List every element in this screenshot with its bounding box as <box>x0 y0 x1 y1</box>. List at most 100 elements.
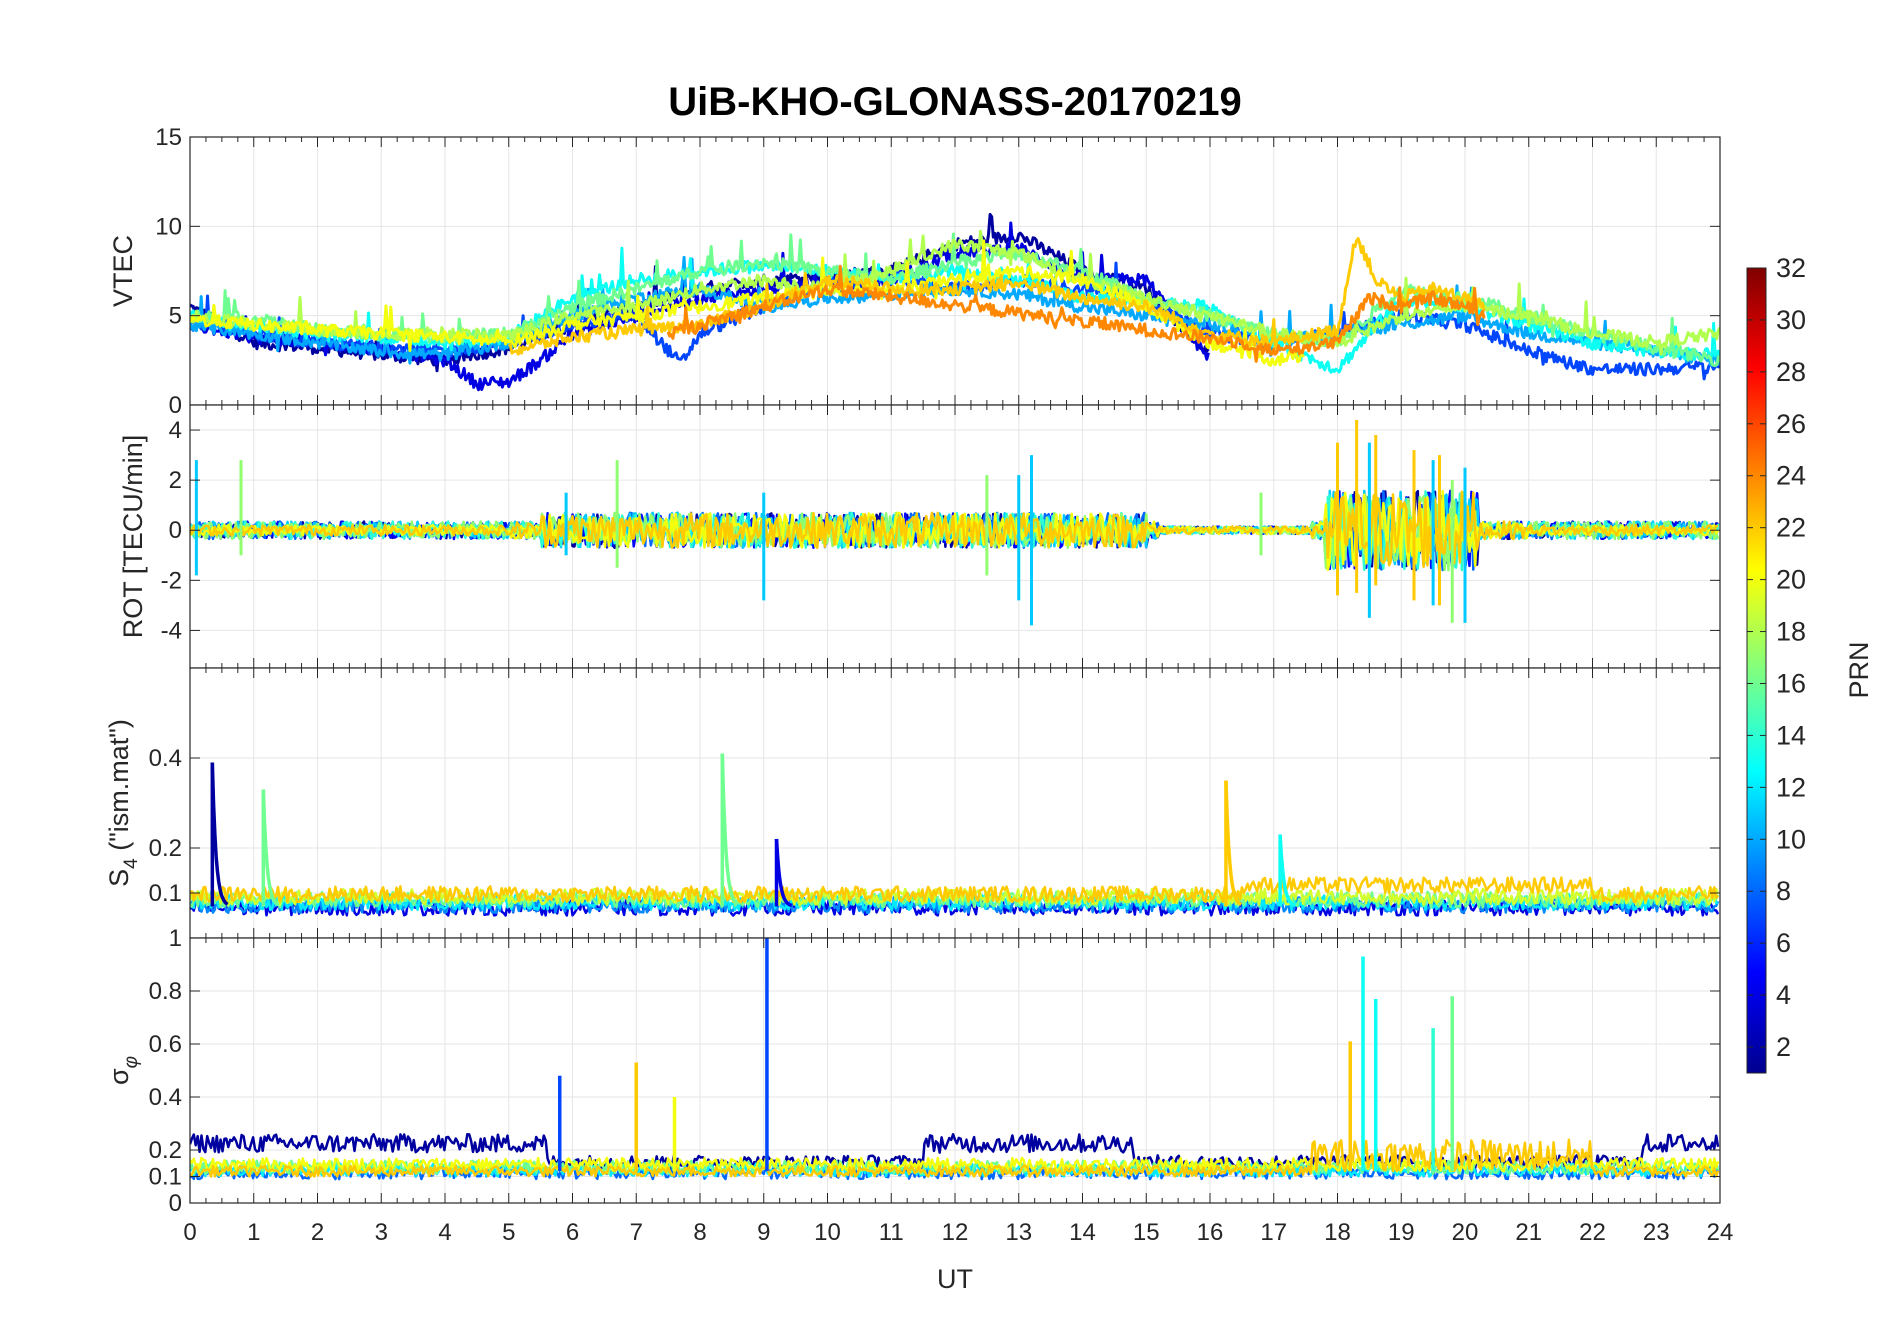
x-tick-label: 3 <box>375 1219 388 1246</box>
x-tick-label: 13 <box>1005 1219 1032 1246</box>
y-axis-label-sub: 4 <box>121 858 142 869</box>
series-line-prn-20 <box>190 239 1305 367</box>
y-tick-label: 10 <box>155 213 182 240</box>
x-tick-label: 1 <box>247 1219 260 1246</box>
x-tick-label: 4 <box>438 1219 451 1246</box>
x-tick-label: 22 <box>1579 1219 1606 1246</box>
x-tick-label: 9 <box>757 1219 770 1246</box>
y-tick-label: 0.6 <box>149 1031 182 1058</box>
x-tick-label: 15 <box>1133 1219 1160 1246</box>
colorbar-tick-label: 12 <box>1776 772 1806 802</box>
colorbar-tick-label: 2 <box>1776 1032 1791 1062</box>
panel-rot: -4 -2 0 2 4 ROT [TECU/min] <box>118 404 1721 669</box>
y-tick-label: 0.1 <box>149 880 182 907</box>
axis-ticks <box>189 405 1721 668</box>
colorbar-tick-label: 18 <box>1776 617 1806 647</box>
y-axis-label-rest: ("ism.mat") <box>104 719 134 858</box>
colorbar-tick-label: 14 <box>1776 720 1806 750</box>
y-axis-label-main: σ <box>104 1068 134 1085</box>
x-tick-label: 0 <box>183 1219 196 1246</box>
series-line-prn-22 <box>507 237 1486 356</box>
chart-title: UiB-KHO-GLONASS-20170219 <box>668 80 1242 124</box>
x-tick-label: 2 <box>311 1219 324 1246</box>
rot-series-prn-22 <box>190 490 1719 569</box>
x-tick-label: 6 <box>566 1219 579 1246</box>
colorbar-tick-label: 16 <box>1776 668 1806 698</box>
y-tick-label: 0.2 <box>149 1137 182 1164</box>
y-tick-label: 4 <box>169 417 182 444</box>
s4-series-prn-22 <box>190 876 1720 904</box>
x-tick-label: 12 <box>942 1219 969 1246</box>
y-tick-label: 0.2 <box>149 835 182 862</box>
x-tick-label: 19 <box>1388 1219 1415 1246</box>
x-tick-label: 23 <box>1643 1219 1670 1246</box>
y-axis-label: ROT [TECU/min] <box>118 435 148 639</box>
y-tick-label: 0.4 <box>149 745 182 772</box>
series-group <box>190 420 1720 626</box>
x-tick-label: 21 <box>1515 1219 1542 1246</box>
colorbar-tick-label: 4 <box>1776 980 1791 1010</box>
y-tick-label: 0.4 <box>149 1084 182 1111</box>
x-tick-label: 14 <box>1069 1219 1096 1246</box>
y-tick-label: 0 <box>169 1190 182 1217</box>
series-group <box>190 213 1720 392</box>
x-axis-tick-labels: 0 1 2 3 4 5 6 7 8 9 10 11 12 13 14 15 16 17 18 19 20 21 22 23 24 <box>183 1219 1733 1246</box>
series-line-prn-24 <box>666 264 1486 363</box>
colorbar-tick-label: 30 <box>1776 305 1806 335</box>
y-tick-label: 5 <box>169 303 182 330</box>
y-tick-label: 0 <box>169 392 182 419</box>
y-tick-label: 0 <box>169 517 182 544</box>
x-tick-label: 11 <box>879 1219 904 1246</box>
x-axis-label: UT <box>937 1264 973 1294</box>
colorbar-tick-label: 8 <box>1776 876 1791 906</box>
y-axis-label-sub: φ <box>121 1056 142 1068</box>
y-tick-label: 0.8 <box>149 978 182 1005</box>
x-tick-label: 5 <box>502 1219 515 1246</box>
sigma-series-prn-22 <box>190 1138 1720 1178</box>
y-axis-label-main: S <box>104 869 134 887</box>
colorbar-label: PRN <box>1844 641 1874 698</box>
x-tick-label: 7 <box>630 1219 643 1246</box>
y-tick-label: 1 <box>169 925 182 952</box>
series-group <box>190 938 1720 1181</box>
spike-tail-prn-13 <box>1278 834 1296 908</box>
panel-sigma-phi: 00.10.2 0.4 0.6 0.8 1 σφ <box>104 925 1721 1217</box>
x-tick-label: 24 <box>1707 1219 1734 1246</box>
x-tick-label: 16 <box>1197 1219 1224 1246</box>
y-axis-label: VTEC <box>108 235 138 307</box>
colorbar-tick-label: 6 <box>1776 928 1791 958</box>
series-line-prn-10 <box>190 255 1720 367</box>
colorbar-tick-label: 32 <box>1776 253 1806 283</box>
x-tick-label: 20 <box>1452 1219 1479 1246</box>
panel-s4: 0.1 0.2 0.4 S4 ("ism.mat") <box>104 667 1721 939</box>
colorbar-gradient <box>1746 267 1767 1074</box>
y-tick-label: 15 <box>155 124 182 151</box>
spike-tail-prn-2 <box>210 762 229 906</box>
panel-vtec: 0 5 10 15 VTEC <box>108 124 1721 419</box>
y-tick-label: -4 <box>161 617 182 644</box>
x-tick-label: 8 <box>693 1219 706 1246</box>
y-tick-label: 2 <box>169 467 182 494</box>
colorbar-tick-label: 22 <box>1776 513 1806 543</box>
axis-ticks <box>189 937 1721 1204</box>
y-tick-label: -2 <box>161 567 182 594</box>
series-group <box>190 753 1720 917</box>
y-axis-label: S4 ("ism.mat") <box>104 719 142 887</box>
colorbar-tick-label: 24 <box>1776 461 1806 491</box>
colorbar-tick-label: 20 <box>1776 565 1806 595</box>
axis-ticks <box>189 668 1721 938</box>
colorbar-tick-label: 28 <box>1776 357 1806 387</box>
spike-tail-prn-16 <box>720 753 739 906</box>
colorbar-tick-label: 10 <box>1776 824 1806 854</box>
x-tick-label: 10 <box>814 1219 841 1246</box>
x-tick-label: 17 <box>1260 1219 1287 1246</box>
series-line-prn-18 <box>190 229 1720 356</box>
spike-tail-prn-4 <box>774 838 793 908</box>
x-tick-label: 18 <box>1324 1219 1351 1246</box>
axis-ticks <box>189 136 1721 406</box>
y-axis-label: σφ <box>104 1056 142 1085</box>
y-tick-label: 0.1 <box>149 1164 182 1191</box>
spike-tail-prn-16 <box>261 789 280 907</box>
